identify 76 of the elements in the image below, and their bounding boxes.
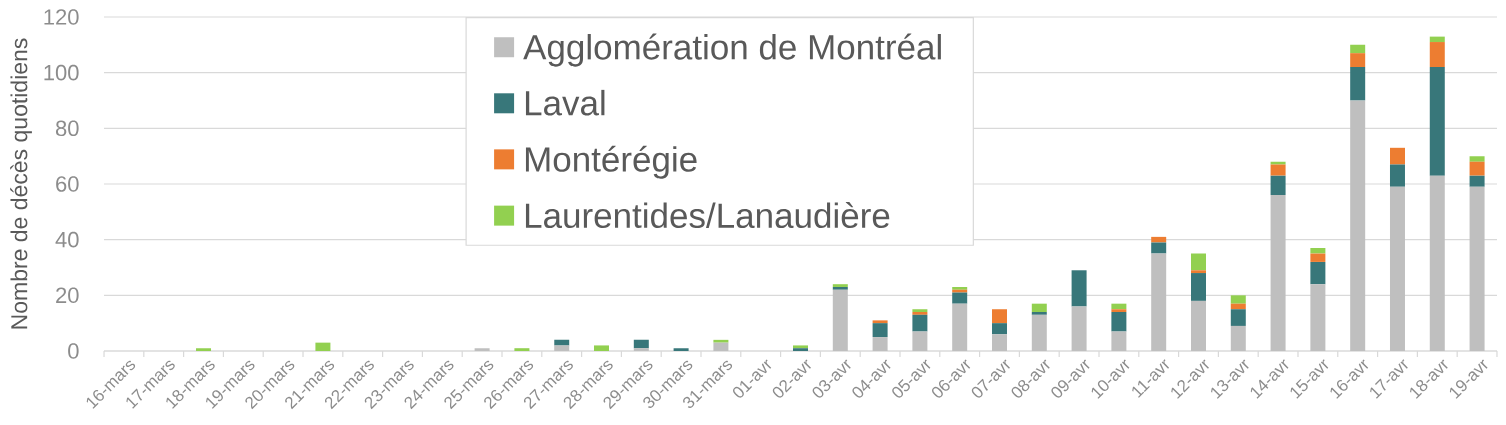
bar: [1031, 312, 1047, 315]
bar: [1230, 295, 1246, 304]
bar: [1469, 161, 1485, 176]
legend-label: Montérégie: [525, 145, 697, 179]
bar: [872, 320, 888, 324]
bar: [1190, 270, 1206, 274]
bar: [474, 348, 490, 351]
bar: [991, 334, 1007, 351]
bar: [1270, 195, 1286, 351]
bar: [1469, 186, 1485, 351]
y-tick-label: 80: [55, 120, 79, 137]
bar: [1270, 161, 1286, 165]
bar: [1350, 53, 1366, 68]
bar: [1230, 303, 1246, 310]
bar: [912, 331, 928, 351]
y-tick-label: 60: [56, 176, 79, 192]
y-tick-label: 40: [55, 231, 79, 248]
bar: [1469, 175, 1485, 187]
bar: [1310, 284, 1326, 351]
bar: [1111, 303, 1127, 310]
bar: [633, 339, 649, 349]
bar: [1429, 67, 1445, 176]
bar: [1350, 44, 1366, 54]
bar: [514, 348, 530, 351]
bar: [952, 292, 968, 304]
y-axis-title: Nombre de décès quotidiens: [10, 38, 32, 329]
legend-label: Agglomération de Montréal: [523, 33, 941, 67]
bar: [713, 342, 729, 351]
bar: [1071, 306, 1087, 351]
bar: [1270, 164, 1286, 176]
bar: [1389, 186, 1405, 351]
bar: [1190, 300, 1206, 351]
bar: [1429, 175, 1445, 351]
legend-label: Laurentides/Lanaudière: [525, 202, 890, 229]
bar: [872, 323, 888, 338]
bar: [1350, 67, 1366, 101]
bar: [1310, 253, 1326, 262]
bar: [1151, 242, 1167, 254]
bar: [594, 345, 609, 351]
bar: [832, 289, 848, 351]
bar: [1190, 253, 1206, 271]
bar: [952, 303, 968, 351]
bar: [1469, 156, 1485, 162]
bar: [1031, 314, 1047, 351]
y-tick-label: 100: [44, 64, 79, 81]
bar: [1190, 273, 1206, 301]
y-tick-label: 120: [44, 9, 79, 25]
bar: [1151, 236, 1167, 243]
bar: [1310, 261, 1326, 285]
bar: [554, 345, 570, 351]
legend-label: Laval: [525, 89, 605, 116]
bar: [1111, 312, 1127, 332]
bar: [1111, 331, 1127, 351]
bar: [196, 348, 212, 351]
bar: [991, 309, 1007, 324]
bar: [633, 348, 649, 351]
bar: [673, 348, 689, 351]
bar: [1270, 175, 1286, 196]
bar: [315, 342, 331, 351]
bar: [1350, 100, 1366, 351]
bar: [912, 314, 928, 332]
bar: [1111, 309, 1127, 313]
bar: [1389, 147, 1405, 165]
y-tick-label: 0: [68, 343, 79, 359]
bar: [1389, 164, 1405, 187]
bar: [713, 339, 729, 343]
y-tick-label: 20: [56, 287, 79, 304]
bar: [1429, 42, 1445, 68]
bar: [1230, 325, 1246, 351]
bar: [1310, 248, 1326, 254]
bar: [1071, 270, 1087, 307]
bar: [1031, 303, 1047, 313]
bar: [1230, 309, 1246, 326]
bar: [1151, 253, 1167, 351]
bar: [872, 337, 888, 351]
bar: [991, 323, 1007, 335]
